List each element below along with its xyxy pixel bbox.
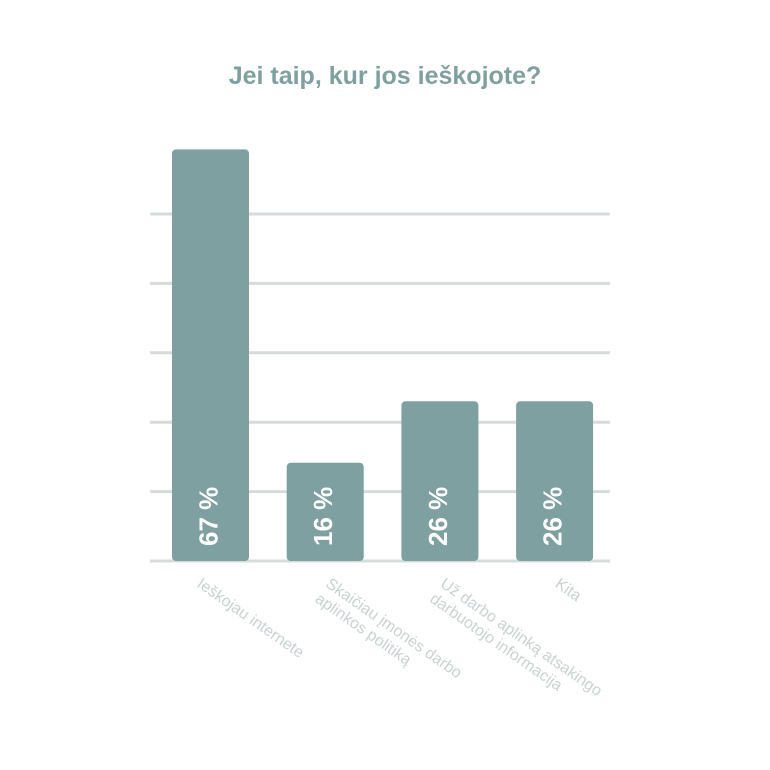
value-label: 26 % [423,487,453,546]
bar [516,401,594,561]
value-label: 67 % [193,487,223,546]
chart-title: Jei taip, kur jos ieškojote? [229,62,542,90]
label-line: Kita [552,575,584,605]
label-line: Ieškojau internete [194,575,307,661]
bar [286,462,364,561]
value-label: 16 % [308,487,338,546]
x-tick-label: Ieškojau internete [194,575,307,661]
bar [401,401,479,561]
x-tick-label: Kita [552,575,584,605]
value-label: 26 % [537,487,567,546]
bar [172,149,249,561]
